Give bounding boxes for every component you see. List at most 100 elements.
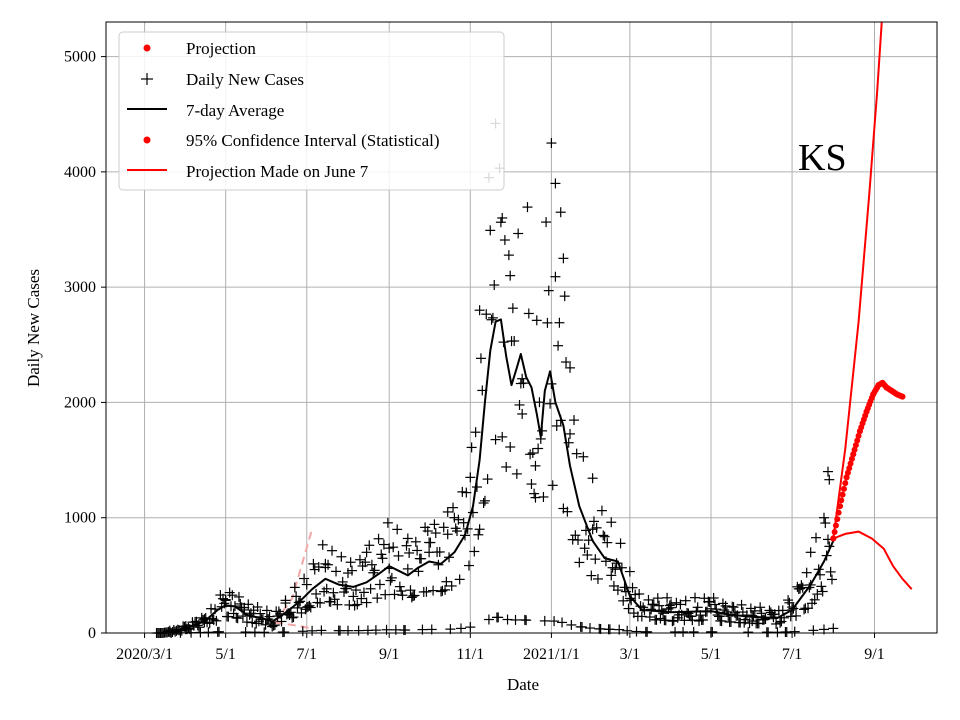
legend-box xyxy=(118,31,505,191)
daily-case-marker xyxy=(728,602,739,613)
projection-point xyxy=(852,442,859,449)
daily-case-marker xyxy=(608,580,619,591)
daily-case-marker xyxy=(655,613,666,624)
daily-case-marker xyxy=(269,620,280,631)
legend-label-projection: Projection xyxy=(186,39,256,58)
daily-case-marker xyxy=(525,449,536,460)
daily-case-marker xyxy=(354,554,365,565)
daily-case-marker xyxy=(267,621,278,632)
projection-point xyxy=(830,535,837,542)
daily-case-marker xyxy=(448,502,459,513)
daily-case-marker xyxy=(227,590,238,601)
projection-point xyxy=(854,437,861,444)
daily-case-marker xyxy=(690,592,701,603)
daily-case-marker xyxy=(615,538,626,549)
old-projection-lower xyxy=(274,621,313,630)
daily-case-marker xyxy=(430,528,441,539)
daily-case-marker xyxy=(678,626,689,637)
x-tick-label: 7/1 xyxy=(782,646,802,663)
daily-case-marker xyxy=(365,583,376,594)
daily-case-marker xyxy=(662,592,673,603)
projection-point xyxy=(846,465,853,472)
daily-case-marker xyxy=(582,549,593,560)
y-tick-label: 0 xyxy=(88,625,96,642)
daily-case-marker xyxy=(598,530,609,541)
daily-case-marker xyxy=(720,600,731,611)
ci-lower-line xyxy=(832,530,913,590)
projection-point xyxy=(851,446,858,453)
daily-case-marker xyxy=(441,576,452,587)
daily-case-marker xyxy=(611,558,622,569)
projection-point xyxy=(844,469,851,476)
daily-case-marker xyxy=(384,543,395,554)
y-tick-label: 5000 xyxy=(64,49,96,66)
daily-case-marker xyxy=(440,584,451,595)
daily-case-marker xyxy=(801,567,812,578)
daily-case-marker xyxy=(694,615,705,626)
daily-case-marker xyxy=(412,545,423,556)
daily-case-marker xyxy=(373,533,384,544)
daily-case-marker xyxy=(509,335,520,346)
daily-case-marker xyxy=(433,559,444,570)
projection-point xyxy=(839,491,846,498)
daily-case-marker xyxy=(697,614,708,625)
daily-case-marker xyxy=(763,627,774,638)
daily-case-marker xyxy=(664,600,675,611)
daily-case-marker xyxy=(623,603,634,614)
daily-case-marker xyxy=(299,573,310,584)
daily-case-marker xyxy=(571,448,582,459)
daily-case-marker xyxy=(539,615,550,626)
daily-case-marker xyxy=(438,522,449,533)
daily-case-marker xyxy=(521,615,532,626)
daily-case-marker xyxy=(816,581,827,592)
daily-case-marker xyxy=(327,545,338,556)
daily-case-marker xyxy=(358,587,369,598)
daily-case-marker xyxy=(784,597,795,608)
daily-case-marker xyxy=(517,408,528,419)
daily-case-marker xyxy=(760,614,771,625)
daily-case-marker xyxy=(400,625,411,636)
x-tick-label: 5/1 xyxy=(701,646,721,663)
daily-case-marker xyxy=(643,594,654,605)
daily-case-marker xyxy=(497,212,508,223)
daily-case-marker xyxy=(622,625,633,636)
daily-case-marker xyxy=(470,427,481,438)
daily-case-marker xyxy=(356,593,367,604)
daily-case-marker xyxy=(389,589,400,600)
daily-case-marker xyxy=(591,522,602,533)
daily-case-marker xyxy=(474,524,485,535)
daily-case-marker xyxy=(707,626,718,637)
daily-case-marker xyxy=(631,626,642,637)
daily-case-marker xyxy=(374,579,385,590)
daily-case-marker xyxy=(573,535,584,546)
daily-case-marker xyxy=(555,207,566,218)
daily-case-marker xyxy=(828,623,839,634)
legend-marker-projection xyxy=(143,44,151,52)
daily-case-marker xyxy=(817,586,828,597)
projection-point xyxy=(840,485,847,492)
daily-case-marker xyxy=(461,487,472,498)
daily-case-marker xyxy=(668,615,679,626)
projection-layer xyxy=(830,22,913,590)
daily-case-marker xyxy=(369,565,380,576)
daily-case-marker xyxy=(442,506,453,517)
daily-case-marker xyxy=(465,622,476,633)
daily-case-marker xyxy=(276,616,287,627)
daily-case-marker xyxy=(457,486,468,497)
daily-case-marker xyxy=(570,530,581,541)
daily-case-marker xyxy=(590,554,601,565)
x-tick-label: 11/1 xyxy=(456,646,484,663)
daily-case-marker xyxy=(304,600,315,611)
daily-case-marker xyxy=(497,431,508,442)
daily-case-marker xyxy=(409,590,420,601)
daily-case-marker xyxy=(493,612,504,623)
projection-point xyxy=(847,460,854,467)
daily-case-marker xyxy=(478,497,489,508)
x-tick-label: 7/1 xyxy=(297,646,317,663)
daily-case-marker xyxy=(445,624,456,635)
daily-case-marker xyxy=(541,217,552,228)
daily-case-marker xyxy=(394,581,405,592)
daily-case-marker xyxy=(402,533,413,544)
daily-case-marker xyxy=(466,442,477,453)
